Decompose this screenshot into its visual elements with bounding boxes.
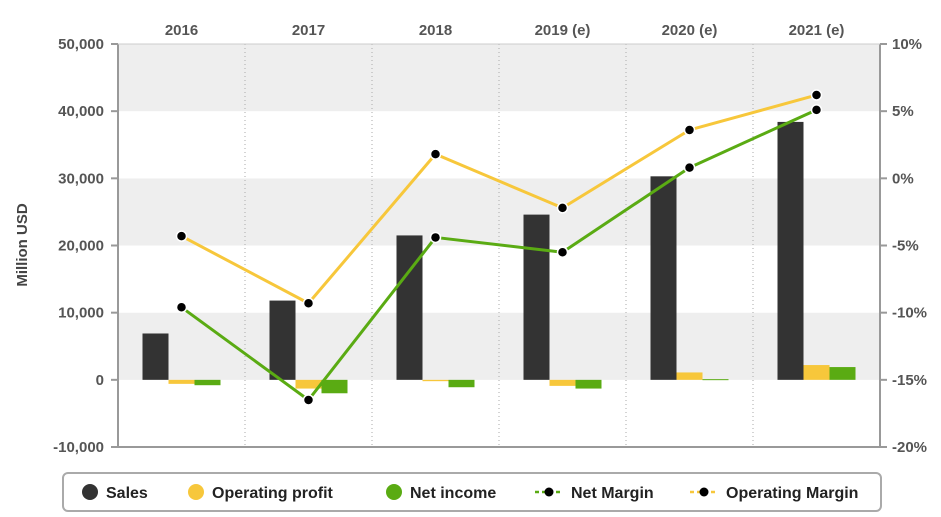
point-operating-margin xyxy=(302,297,315,310)
bar-operating-profit xyxy=(803,365,830,380)
point-net-margin xyxy=(302,394,315,406)
margin-lines xyxy=(175,89,823,406)
legend-sales-label: Sales xyxy=(106,485,148,502)
x-axis-category-label: 2019 (e) xyxy=(535,22,591,39)
line-operating-margin xyxy=(180,93,817,305)
bar-sales xyxy=(269,300,296,380)
y-axis-title: Million USD xyxy=(14,203,31,286)
y-axis-right-tick-label: -5% xyxy=(892,238,919,255)
y-axis-left-tick-label: 50,000 xyxy=(58,36,104,53)
y-axis-right-tick-label: 10% xyxy=(892,36,922,53)
legend-operating-margin-marker xyxy=(699,487,709,497)
point-operating-margin xyxy=(810,89,823,101)
bars xyxy=(142,121,856,394)
y-axis-right-tick-label: 5% xyxy=(892,103,914,120)
bar-operating-profit xyxy=(168,379,195,384)
point-net-margin xyxy=(683,161,696,174)
grid-band xyxy=(118,178,880,246)
y-axis-left-tick-label: 40,000 xyxy=(58,103,104,120)
legend-sales-swatch xyxy=(82,484,98,500)
x-axis-category-label: 2016 xyxy=(165,22,198,39)
legend-net-income-label: Net income xyxy=(410,485,496,502)
axes xyxy=(111,43,887,448)
y-axis-left-tick-label: 30,000 xyxy=(58,170,104,187)
point-operating-margin xyxy=(429,148,442,160)
line-net-margin xyxy=(180,108,818,402)
grid-band xyxy=(118,44,880,112)
point-net-margin xyxy=(556,246,569,258)
bar-net-income xyxy=(702,379,729,381)
y-axis-left-tick-label: 20,000 xyxy=(58,238,104,255)
legend-operating-profit-label: Operating profit xyxy=(212,485,334,502)
bar-net-income xyxy=(829,367,856,380)
point-net-margin xyxy=(810,104,823,116)
bar-operating-profit xyxy=(422,379,449,382)
x-axis-category-label: 2018 xyxy=(419,22,452,39)
y-axis-right-tick-label: 0% xyxy=(892,170,914,187)
legend-net-margin-marker xyxy=(544,487,554,497)
point-operating-margin xyxy=(556,202,569,214)
x-axis-category-label: 2020 (e) xyxy=(662,22,718,39)
y-axis-right-tick-label: -15% xyxy=(892,372,927,389)
legend-net-margin-label: Net Margin xyxy=(571,485,654,502)
x-axis-labels: 2016 2017 2018 2019 (e) 2020 (e) 2021 (e) xyxy=(165,22,845,39)
point-net-margin xyxy=(175,301,188,314)
bar-net-income xyxy=(321,379,348,394)
x-axis-category-label: 2021 (e) xyxy=(789,22,845,39)
bar-operating-profit xyxy=(676,372,703,380)
bar-sales xyxy=(777,121,804,380)
y-axis-left-tick-label: -10,000 xyxy=(53,439,104,456)
point-net-margin xyxy=(429,231,442,244)
bar-sales xyxy=(523,214,550,380)
bar-net-income xyxy=(194,379,221,386)
legend: Sales Operating profit Net income Net Margi… xyxy=(62,472,882,512)
bar-operating-profit xyxy=(295,379,322,389)
y-axis-right-tick-label: -10% xyxy=(892,305,927,322)
bar-net-income xyxy=(448,379,475,388)
y-axis-left-tick-label: 10,000 xyxy=(58,305,104,322)
legend-net-income-swatch xyxy=(386,484,402,500)
bar-net-income xyxy=(575,379,602,389)
legend-operating-profit-swatch xyxy=(188,484,204,500)
y-axis-right-labels: -20% -15% -10% -5% 0% 5% 10% xyxy=(892,36,927,456)
grid-band xyxy=(118,245,880,313)
point-operating-margin xyxy=(683,124,696,136)
bar-sales xyxy=(142,333,169,380)
legend-operating-margin-label: Operating Margin xyxy=(726,485,858,502)
bar-sales xyxy=(650,176,677,380)
grid-band xyxy=(118,379,880,447)
y-axis-right-tick-label: -20% xyxy=(892,439,927,456)
grid-band xyxy=(118,312,880,380)
point-operating-margin xyxy=(175,230,188,242)
y-axis-left-tick-label: 0 xyxy=(96,372,104,389)
y-axis-left-labels: -10,000 0 10,000 20,000 30,000 40,000 50,000 xyxy=(53,36,104,456)
bar-operating-profit xyxy=(549,379,576,386)
legend-box xyxy=(62,472,882,512)
x-axis-category-label: 2017 xyxy=(292,22,325,39)
